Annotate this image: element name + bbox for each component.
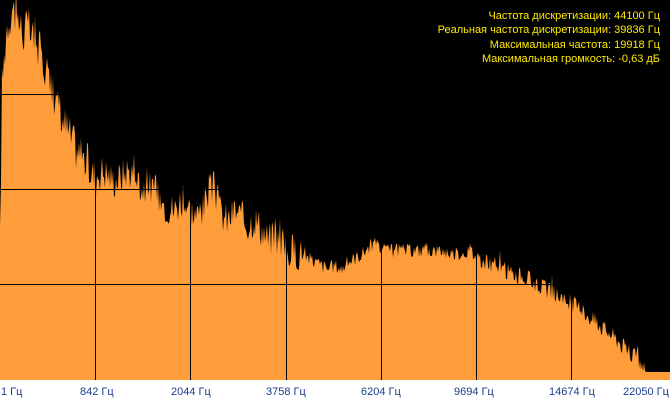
tick-label-14674hz: 14674 Гц [549, 386, 595, 398]
tick-label-842hz: 842 Гц [80, 386, 114, 398]
real-sample-rate-text: Реальная частота дискретизации: 39836 Гц [437, 24, 660, 37]
info-panel: Частота дискретизации: 44100 Гц Реальная… [438, 9, 660, 66]
spectrum-plot: Частота дискретизации: 44100 Гц Реальная… [0, 0, 670, 380]
spectrum-chart [0, 0, 670, 380]
grid-lines [0, 0, 670, 380]
tick-label-2044hz: 2044 Гц [171, 386, 211, 398]
frequency-axis: 1 Гц 842 Гц 2044 Гц 3758 Гц 6204 Гц 9694… [0, 380, 670, 407]
max-frequency-text: Максимальная частота: 19918 Гц [489, 38, 660, 51]
tick-label-22050hz: 22050 Гц [623, 386, 669, 398]
tick-label-6204hz: 6204 Гц [361, 386, 401, 398]
tick-label-1hz: 1 Гц [1, 386, 23, 398]
max-loudness-text: Максимальная громкость: -0,63 дБ [481, 52, 660, 65]
sample-rate-text: Частота дискретизации: 44100 Гц [488, 10, 660, 22]
tick-label-9694hz: 9694 Гц [454, 386, 494, 398]
tick-label-3758hz: 3758 Гц [266, 386, 306, 398]
